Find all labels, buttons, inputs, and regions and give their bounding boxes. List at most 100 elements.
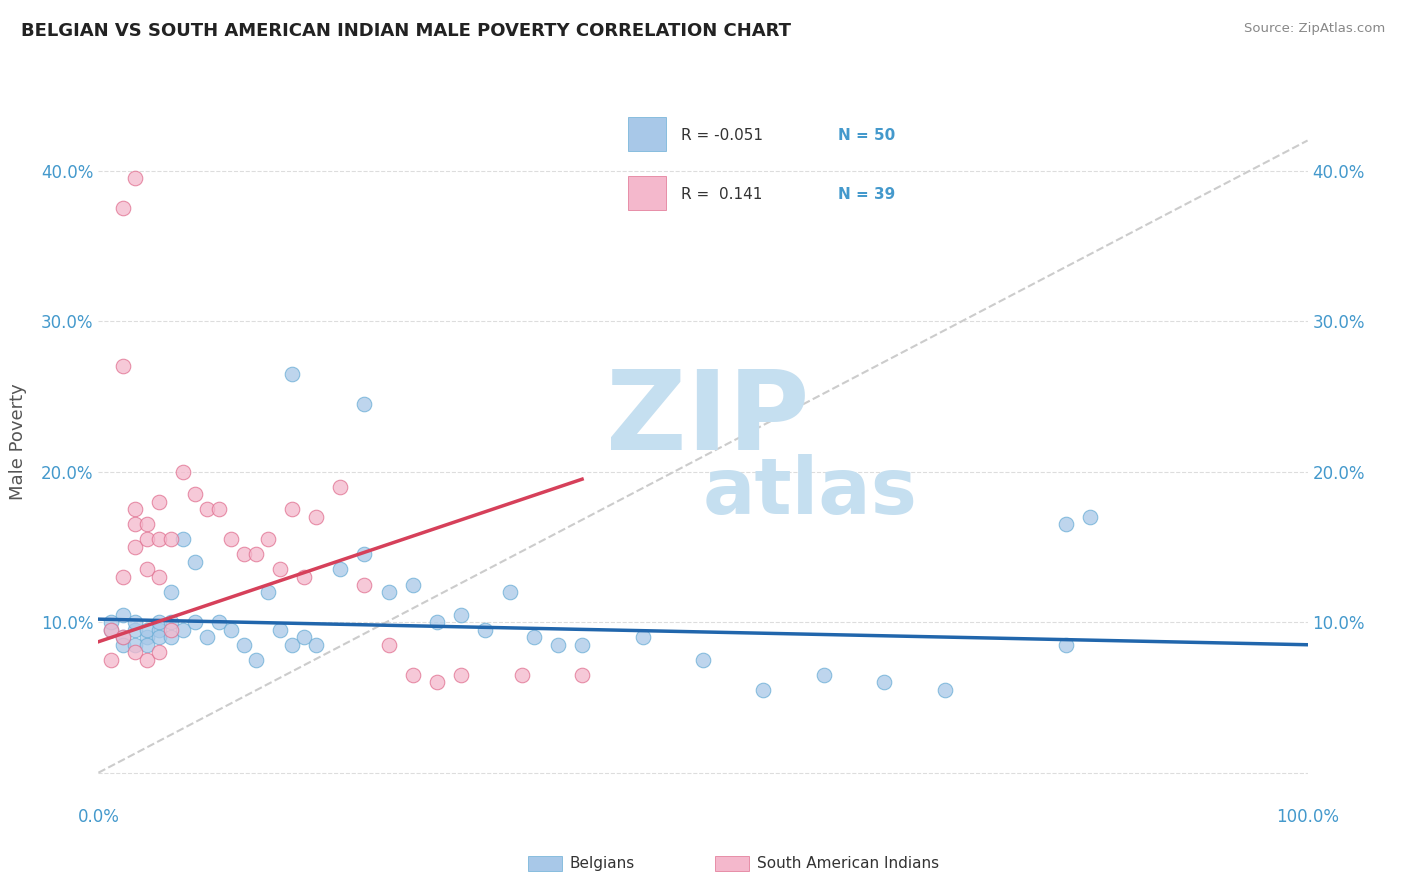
Point xyxy=(934,682,956,697)
Point xyxy=(160,533,183,547)
Point xyxy=(221,533,243,547)
Point xyxy=(111,630,134,644)
Point xyxy=(111,638,134,652)
Point xyxy=(232,548,254,562)
Y-axis label: Male Poverty: Male Poverty xyxy=(10,384,27,500)
Point xyxy=(402,577,425,591)
Point xyxy=(135,623,157,637)
Point xyxy=(571,638,593,652)
Point xyxy=(124,502,146,516)
Point xyxy=(124,171,146,186)
Point xyxy=(232,638,254,652)
Point xyxy=(510,668,533,682)
Point xyxy=(195,630,218,644)
Point xyxy=(329,562,352,576)
Point xyxy=(353,548,375,562)
Point xyxy=(100,653,122,667)
Point xyxy=(426,675,449,690)
Point xyxy=(281,638,304,652)
Point xyxy=(135,653,157,667)
Point xyxy=(111,570,134,584)
Point xyxy=(148,630,170,644)
Point xyxy=(292,630,315,644)
Point xyxy=(160,630,183,644)
Point xyxy=(292,570,315,584)
Point xyxy=(547,638,569,652)
Point xyxy=(631,630,654,644)
Point xyxy=(474,623,496,637)
Point xyxy=(498,585,520,599)
Point xyxy=(245,548,267,562)
Point xyxy=(305,509,328,524)
Point xyxy=(305,638,328,652)
Point xyxy=(172,533,194,547)
Point xyxy=(111,630,134,644)
Point xyxy=(172,623,194,637)
Text: Source: ZipAtlas.com: Source: ZipAtlas.com xyxy=(1244,22,1385,36)
Point xyxy=(1078,509,1101,524)
Point xyxy=(195,502,218,516)
Point xyxy=(377,638,399,652)
Point xyxy=(329,480,352,494)
Point xyxy=(208,502,231,516)
Point xyxy=(148,494,170,508)
Point xyxy=(148,570,170,584)
Point xyxy=(752,682,775,697)
Point xyxy=(873,675,896,690)
FancyBboxPatch shape xyxy=(527,855,561,871)
Text: Belgians: Belgians xyxy=(569,856,636,871)
Point xyxy=(450,607,472,622)
Point xyxy=(184,555,207,569)
Point xyxy=(426,615,449,630)
Point xyxy=(135,562,157,576)
Point xyxy=(111,201,134,215)
Point xyxy=(813,668,835,682)
Text: atlas: atlas xyxy=(703,454,918,530)
Point xyxy=(100,623,122,637)
Point xyxy=(1054,517,1077,532)
Point xyxy=(148,615,170,630)
Point xyxy=(256,533,278,547)
Point xyxy=(111,607,134,622)
Point xyxy=(377,585,399,599)
Point xyxy=(1054,638,1077,652)
Point xyxy=(208,615,231,630)
Point xyxy=(402,668,425,682)
Point xyxy=(135,533,157,547)
Text: ZIP: ZIP xyxy=(606,367,810,474)
Point xyxy=(124,615,146,630)
Point xyxy=(160,623,183,637)
Point xyxy=(111,359,134,374)
Text: South American Indians: South American Indians xyxy=(758,856,939,871)
Point xyxy=(172,465,194,479)
Point xyxy=(281,367,304,381)
Point xyxy=(256,585,278,599)
Point xyxy=(124,645,146,659)
Point xyxy=(124,638,146,652)
Point xyxy=(124,517,146,532)
Point xyxy=(353,397,375,411)
Point xyxy=(100,615,122,630)
Point xyxy=(571,668,593,682)
Point xyxy=(281,502,304,516)
Point xyxy=(124,540,146,554)
Point xyxy=(124,623,146,637)
FancyBboxPatch shape xyxy=(716,855,749,871)
Point xyxy=(692,653,714,667)
Point xyxy=(148,645,170,659)
Point xyxy=(269,623,291,637)
Point xyxy=(135,630,157,644)
Point xyxy=(523,630,546,644)
Point xyxy=(100,623,122,637)
Point xyxy=(184,615,207,630)
Point xyxy=(269,562,291,576)
Point xyxy=(148,623,170,637)
Point xyxy=(160,585,183,599)
Point xyxy=(135,638,157,652)
Point xyxy=(245,653,267,667)
Point xyxy=(184,487,207,501)
Point xyxy=(135,517,157,532)
Point xyxy=(148,533,170,547)
Point xyxy=(221,623,243,637)
Point xyxy=(160,615,183,630)
